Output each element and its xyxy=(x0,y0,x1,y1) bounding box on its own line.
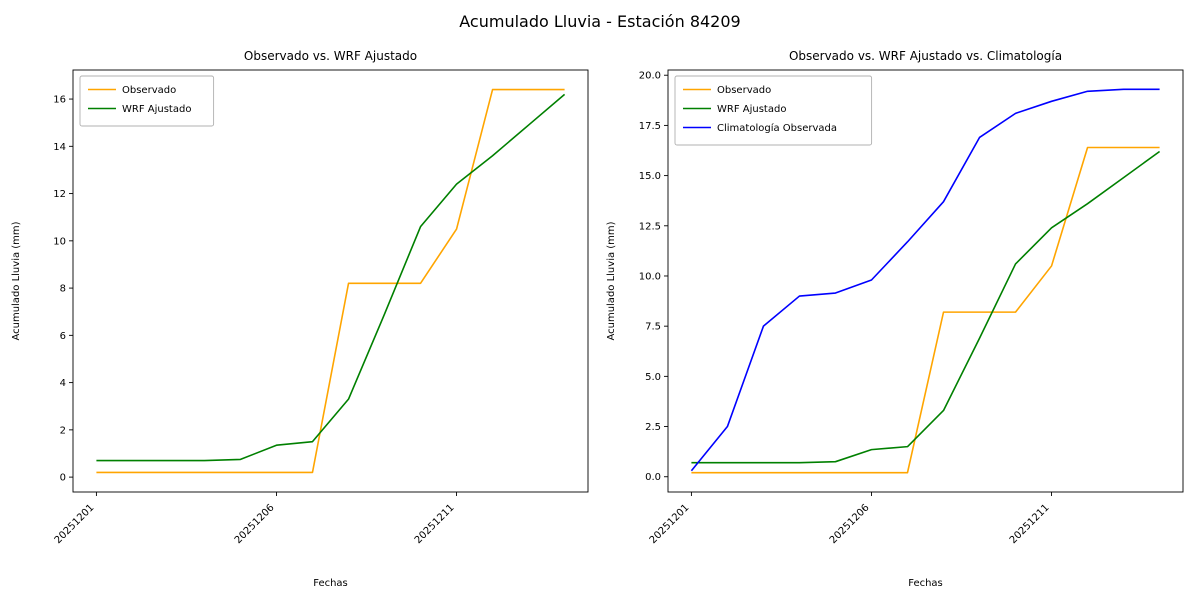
x-axis-label: Fechas xyxy=(908,578,943,589)
left-chart: Observado vs. WRF Ajustado 0 2 4 6 8 10 12 14 16 2… xyxy=(11,49,589,589)
series-line-wrf-ajustado xyxy=(96,93,566,462)
y-tick-label: 4 xyxy=(60,378,66,389)
y-tick-label: 17.5 xyxy=(639,121,661,132)
y-tick-label: 12 xyxy=(53,189,66,200)
x-tick-label: 20251201 xyxy=(648,502,692,546)
x-tick-label: 20251211 xyxy=(413,502,457,546)
y-tick-label: 5.0 xyxy=(645,372,661,383)
x-axis-label: Fechas xyxy=(313,578,348,589)
legend xyxy=(674,75,873,146)
plot-area xyxy=(72,69,589,493)
legend-label: WRF Ajustado xyxy=(717,104,786,115)
y-tick-label: 6 xyxy=(60,331,66,342)
y-axis-label: Acumulado Lluvia (mm) xyxy=(606,221,617,340)
x-tick-label: 20251206 xyxy=(828,502,872,546)
y-tick-label: 2 xyxy=(60,425,66,436)
y-tick-label: 0.0 xyxy=(645,472,661,483)
y-tick-label: 12.5 xyxy=(639,221,661,232)
x-tick-label: 20251206 xyxy=(233,502,277,546)
y-tick-label: 10 xyxy=(53,236,66,247)
y-tick-label: 16 xyxy=(53,95,66,106)
x-tick-label: 20251211 xyxy=(1008,502,1052,546)
series-line-climatolog-a-observada xyxy=(690,88,1160,472)
series-line-wrf-ajustado xyxy=(691,150,1161,464)
y-tick-label: 7.5 xyxy=(645,322,661,333)
y-tick-label: 15.0 xyxy=(639,171,661,182)
y-axis-label: Acumulado Lluvia (mm) xyxy=(11,221,22,340)
legend-label: Climatología Observada xyxy=(717,122,837,134)
right-chart: Observado vs. WRF Ajustado vs. Climatolo… xyxy=(606,49,1184,589)
series-line-observado xyxy=(691,146,1160,474)
y-tick-label: 14 xyxy=(53,142,66,153)
y-tick-label: 20.0 xyxy=(639,71,661,82)
legend-label: Observado xyxy=(122,85,176,96)
legend xyxy=(79,75,215,127)
legend-label: WRF Ajustado xyxy=(122,104,191,115)
subplot-title: Observado vs. WRF Ajustado vs. Climatolo… xyxy=(789,49,1062,63)
series-line-observado xyxy=(96,88,565,474)
y-tick-label: 8 xyxy=(60,284,66,295)
charts-row: Observado vs. WRF Ajustado 0 2 4 6 8 10 12 14 16 2… xyxy=(0,40,1200,596)
legend-label: Observado xyxy=(717,85,771,96)
y-tick-label: 10.0 xyxy=(639,271,661,282)
figure-title: Acumulado Lluvia - Estación 84209 xyxy=(459,12,741,31)
y-tick-label: 2.5 xyxy=(645,422,661,433)
subplot-title: Observado vs. WRF Ajustado xyxy=(244,49,417,63)
y-tick-label: 0 xyxy=(60,473,66,484)
x-tick-label: 20251201 xyxy=(53,502,97,546)
